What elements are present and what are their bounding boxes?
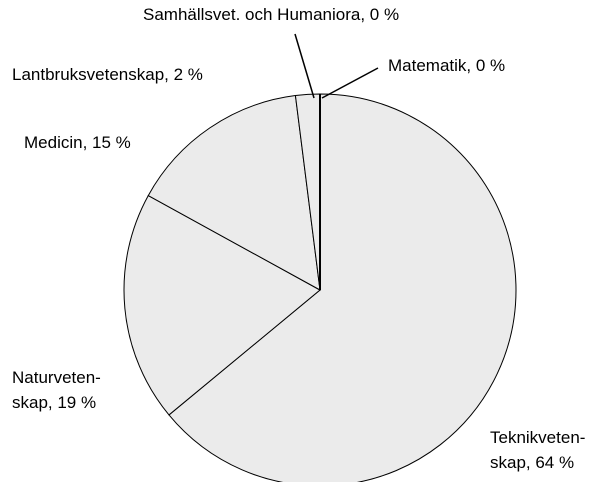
slice-label: Lantbruksvetenskap, 2 % [12, 65, 203, 84]
slice-label: Matematik, 0 % [388, 56, 505, 75]
slice-label: Medicin, 15 % [24, 133, 131, 152]
slice-label: Teknikveten-skap, 64 % [490, 428, 585, 472]
slice-label: Naturveten-skap, 19 % [12, 368, 101, 412]
leader-line [294, 33, 315, 99]
slice [123, 194, 321, 416]
slice-label: Samhällsvet. och Humaniora, 0 % [143, 5, 399, 24]
slice [147, 94, 321, 291]
leader-line [321, 67, 379, 99]
slice [168, 93, 517, 482]
